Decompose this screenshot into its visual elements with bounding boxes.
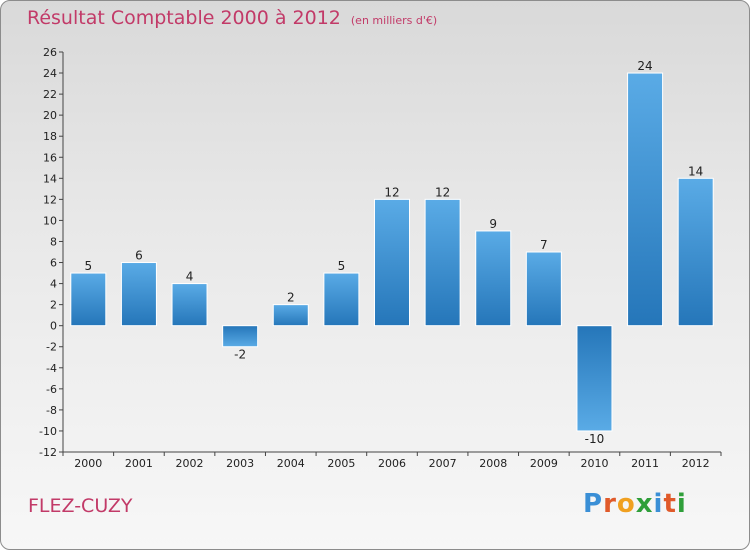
y-tick-label: 20	[43, 109, 57, 122]
chart-title: Résultat Comptable 2000 à 2012 (en millie…	[27, 7, 437, 29]
y-tick-label: 16	[43, 151, 57, 164]
city-name: FLEZ-CUZY	[28, 495, 133, 517]
y-tick-label: 4	[50, 278, 57, 291]
bar-2011	[627, 72, 664, 327]
y-tick-label: -10	[39, 425, 57, 438]
y-tick-label: 12	[43, 193, 57, 206]
y-tick-label: 6	[50, 257, 57, 270]
y-tick-label: 14	[43, 172, 57, 185]
y-tick-label: 8	[50, 235, 57, 248]
bar-2000	[70, 272, 107, 327]
x-tick-label: 2005	[327, 457, 355, 470]
data-label-2002: 4	[186, 270, 194, 284]
y-tick-label: -4	[46, 362, 57, 375]
x-tick-label: 2004	[277, 457, 305, 470]
x-tick-label: 2002	[176, 457, 204, 470]
y-tick-label: 24	[43, 67, 57, 80]
x-tick-label: 2007	[429, 457, 457, 470]
y-tick-label: 0	[50, 320, 57, 333]
y-tick-label: 18	[43, 130, 57, 143]
title-unit: (en milliers d'€)	[350, 14, 438, 27]
data-label-2003: -2	[234, 348, 246, 362]
data-label-2004: 2	[287, 291, 295, 305]
bar-2008	[475, 230, 512, 327]
data-label-2006: 12	[384, 185, 399, 199]
x-tick-label: 2001	[125, 457, 153, 470]
bars	[70, 72, 714, 432]
bar-2012	[677, 177, 714, 327]
y-tick-label: 2	[50, 299, 57, 312]
data-labels: 5 6 4 -2 2 5 12 12 9 7 -10 24 14	[84, 59, 703, 446]
y-tick-label: 26	[43, 46, 57, 59]
bar-2003	[222, 325, 259, 348]
bar-2002	[171, 283, 208, 327]
x-tick-label: 2003	[226, 457, 254, 470]
y-tick-label: -6	[46, 383, 57, 396]
bar-2010	[576, 325, 613, 432]
x-tick-label: 2008	[479, 457, 507, 470]
data-label-2012: 14	[688, 164, 703, 178]
x-tick-label: 2000	[74, 457, 102, 470]
bar-2009	[525, 251, 562, 327]
y-tick-label: -8	[46, 404, 57, 417]
proxiti-logo[interactable]: Proxiti	[583, 489, 687, 519]
bar-2006	[374, 198, 410, 327]
y-tick-label: -2	[46, 341, 57, 354]
y-tick-label: 22	[43, 88, 57, 101]
data-label-2009: 7	[540, 238, 548, 252]
axes: 26242220181614121086420-2-4-6-8-10-12200…	[39, 46, 722, 470]
x-tick-label: 2009	[530, 457, 558, 470]
y-tick-label: 10	[43, 214, 57, 227]
y-tick-label: -12	[39, 446, 57, 459]
x-tick-label: 2010	[580, 457, 608, 470]
bar-2004	[272, 304, 309, 327]
x-tick-label: 2012	[682, 457, 710, 470]
data-label-2008: 9	[489, 217, 497, 231]
data-label-2005: 5	[338, 259, 346, 273]
bar-2001	[120, 262, 157, 327]
data-label-2001: 6	[135, 249, 143, 263]
data-label-2010: -10	[585, 432, 605, 446]
bar-2007	[424, 198, 461, 327]
data-label-2000: 5	[84, 259, 92, 273]
data-label-2011: 24	[637, 59, 652, 73]
x-tick-label: 2011	[631, 457, 659, 470]
bar-2005	[323, 272, 360, 327]
title-text: Résultat Comptable 2000 à 2012	[27, 7, 341, 29]
data-label-2007: 12	[435, 185, 450, 199]
x-tick-label: 2006	[378, 457, 406, 470]
